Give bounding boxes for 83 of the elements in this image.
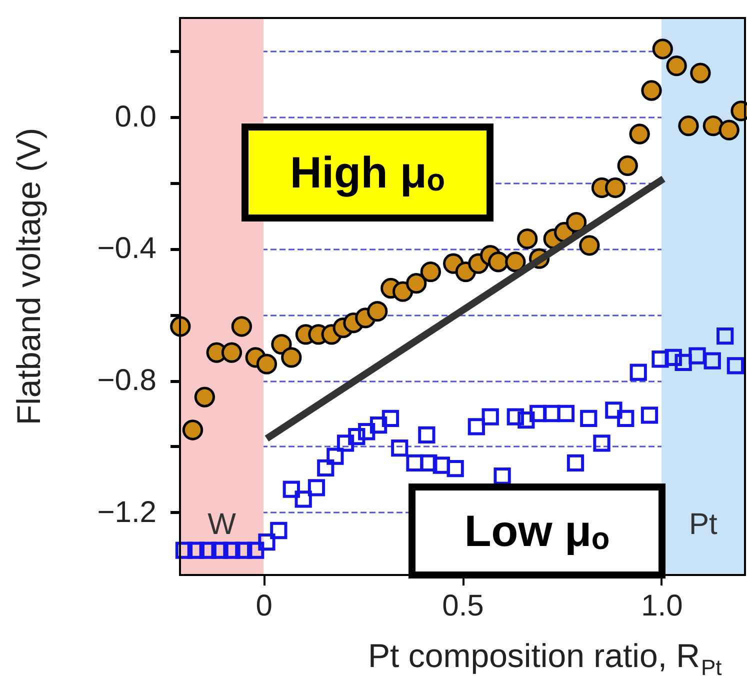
point [641, 80, 662, 101]
point [652, 38, 673, 60]
point [518, 412, 535, 429]
point [270, 522, 288, 540]
point [271, 334, 292, 355]
point [468, 418, 485, 436]
point [482, 408, 499, 426]
y-axis-title: Flatband voltage (V) [10, 128, 47, 426]
y-tick-label: −0.4 [97, 232, 156, 266]
point [506, 408, 524, 426]
point [674, 354, 692, 371]
point [317, 459, 334, 476]
point [690, 62, 711, 84]
y-tick-label: −1.2 [97, 496, 156, 529]
point [175, 542, 193, 559]
point [446, 460, 464, 478]
point [367, 301, 388, 322]
point [420, 454, 438, 472]
point [688, 347, 706, 364]
point [557, 404, 575, 422]
x-tick-label: 1.0 [641, 590, 683, 622]
point [247, 542, 264, 559]
point [640, 406, 658, 424]
point [348, 428, 366, 446]
y-tick-label: −0.8 [97, 364, 156, 398]
point [726, 357, 744, 374]
point [566, 212, 587, 233]
point [579, 235, 600, 256]
point [194, 386, 215, 408]
band-label: Pt [689, 508, 718, 541]
point [235, 542, 252, 559]
point [308, 479, 326, 496]
point [605, 402, 622, 419]
point [580, 410, 598, 428]
point [187, 542, 204, 559]
point [406, 273, 427, 294]
point [406, 454, 424, 472]
point [211, 542, 228, 559]
y-tick-label: 0.0 [114, 100, 156, 134]
point [652, 350, 669, 368]
point [281, 347, 302, 368]
point [294, 490, 312, 508]
band-label: W [208, 508, 237, 541]
point [258, 533, 276, 551]
x-tick-label: 0.5 [442, 590, 484, 622]
point [182, 420, 204, 440]
point [420, 261, 441, 282]
point [494, 468, 511, 485]
point [566, 454, 584, 472]
point [391, 440, 408, 457]
point [664, 348, 682, 366]
annotation: High μₒ [290, 148, 445, 198]
point [702, 115, 724, 136]
point [517, 228, 538, 250]
point [678, 115, 699, 136]
point [629, 124, 650, 144]
point [666, 55, 687, 76]
point [382, 410, 400, 428]
point [432, 456, 450, 474]
point [488, 252, 509, 272]
point [718, 120, 740, 140]
point [221, 342, 242, 363]
point [604, 177, 626, 198]
annotation: Low μₒ [464, 507, 610, 556]
point [418, 426, 436, 444]
point [505, 252, 526, 272]
point [630, 364, 647, 381]
point [617, 155, 638, 176]
point [336, 434, 354, 452]
point [704, 352, 721, 370]
point [617, 410, 634, 428]
point [231, 316, 252, 337]
x-tick-label: 0 [256, 590, 272, 622]
point [716, 327, 734, 345]
point [199, 542, 216, 559]
point [282, 480, 300, 498]
point [530, 404, 547, 422]
point [370, 416, 388, 434]
point [256, 354, 278, 374]
point [593, 434, 610, 452]
point [358, 423, 376, 440]
point [326, 448, 344, 465]
point [223, 542, 240, 559]
